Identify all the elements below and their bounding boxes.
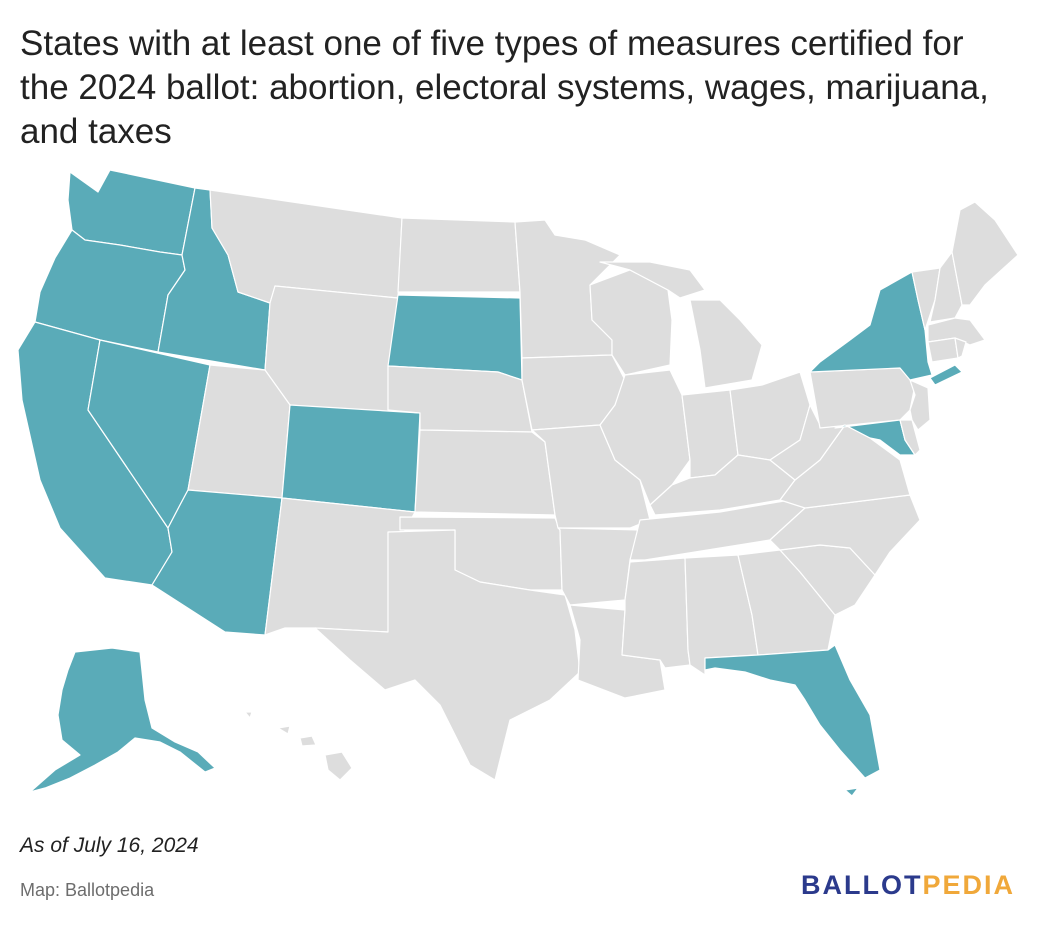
state-vermont (911, 267, 941, 331)
logo-part-ballot: BALLOT (800, 870, 923, 900)
state-montana (209, 189, 403, 304)
map-title: States with at least one of five types o… (20, 24, 989, 151)
state-alaska (29, 647, 216, 793)
as-of-date: As of July 16, 2024 (20, 834, 199, 857)
state-hawaii (244, 711, 353, 781)
state-kansas (414, 429, 556, 516)
logo-part-pedia: PEDIA (922, 870, 1015, 900)
map-source: Map: Ballotpedia (20, 880, 155, 900)
state-florida (704, 644, 881, 797)
state-colorado (281, 404, 421, 513)
state-new-jersey (909, 379, 931, 431)
state-michigan (599, 261, 763, 389)
state-north-dakota (397, 217, 521, 293)
state-rhode-island (954, 337, 967, 359)
state-maine (951, 201, 1019, 306)
ballotpedia-logo: BALLOTPEDIA (801, 870, 1015, 901)
state-mississippi (621, 557, 691, 669)
state-texas (314, 529, 581, 781)
state-delaware (899, 419, 921, 456)
us-map (0, 160, 1040, 810)
state-pennsylvania (809, 367, 916, 429)
state-wyoming (264, 285, 399, 416)
state-connecticut (927, 337, 959, 363)
